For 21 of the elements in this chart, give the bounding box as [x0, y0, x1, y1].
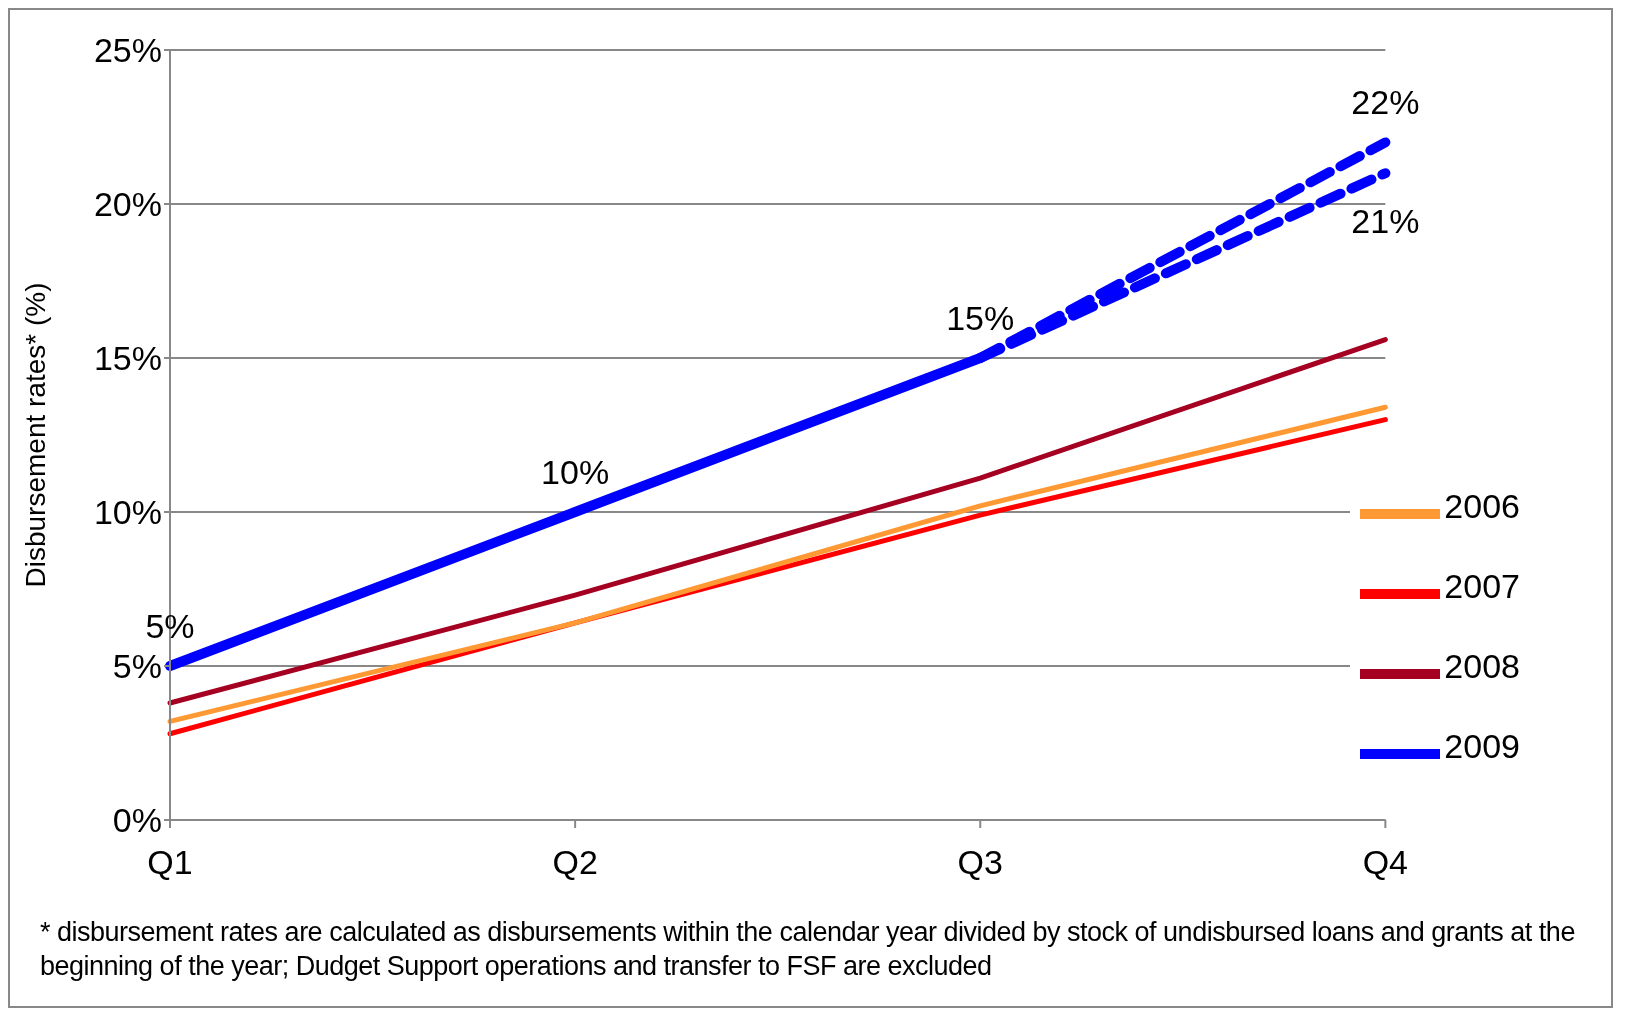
data-label: 21% [1351, 202, 1420, 241]
y-tick-label: 0% [112, 801, 162, 840]
legend-label: 2009 [1444, 727, 1520, 766]
y-tick-label: 5% [112, 647, 162, 686]
data-label: 15% [946, 299, 1015, 337]
x-tick-label: Q2 [552, 843, 598, 882]
y-tick-label: 10% [93, 493, 162, 532]
y-axis-title: Disbursement rates* (%) [19, 282, 51, 588]
x-tick-label: Q4 [1362, 843, 1409, 882]
y-tick-label: 20% [93, 185, 162, 224]
data-label: 10% [541, 453, 610, 491]
legend-label: 2006 [1444, 487, 1520, 526]
legend-label: 2008 [1444, 647, 1520, 686]
legend-label: 2007 [1444, 567, 1520, 606]
y-tick-label: 25% [93, 31, 162, 70]
text: * disbursement rates are calculated as disbursements within the calendar year divided by stock of undisbursed loans and grants at the beginning of the year; Dudget Support operations and transfer to FSF are excluded [40, 916, 1576, 983]
data-label: 5% [145, 607, 195, 645]
y-tick-label: 15% [93, 339, 162, 378]
x-tick-label: Q3 [957, 843, 1003, 882]
data-label: 22% [1351, 83, 1420, 122]
x-tick-label: Q1 [147, 843, 193, 882]
